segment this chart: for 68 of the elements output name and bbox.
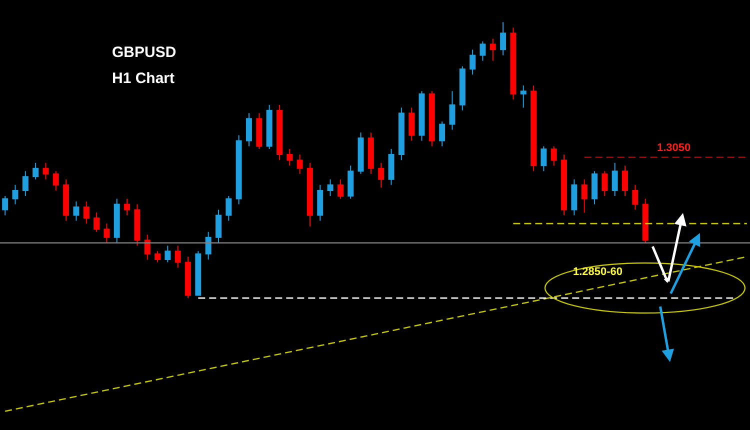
candlestick bbox=[32, 162, 39, 180]
candlestick bbox=[73, 200, 80, 222]
candlestick bbox=[246, 112, 252, 147]
candlestick bbox=[602, 170, 608, 196]
candlestick bbox=[480, 40, 486, 62]
candlestick bbox=[134, 204, 140, 246]
candlestick bbox=[388, 148, 394, 186]
candlestick bbox=[408, 107, 415, 142]
candlestick bbox=[185, 256, 191, 299]
candlestick bbox=[459, 66, 466, 111]
candlestick bbox=[276, 104, 282, 161]
candlestick bbox=[236, 134, 242, 205]
candlestick bbox=[12, 184, 18, 205]
candlestick bbox=[358, 132, 364, 174]
candlestick bbox=[286, 148, 293, 166]
candlestick bbox=[94, 212, 100, 232]
candlestick bbox=[266, 104, 272, 150]
candlestick bbox=[114, 198, 120, 244]
candlestick bbox=[571, 178, 578, 216]
candlestick bbox=[348, 165, 354, 200]
candlestick bbox=[612, 162, 618, 196]
candlestick bbox=[337, 178, 344, 200]
candlestick bbox=[306, 162, 313, 227]
candlestick bbox=[622, 165, 628, 196]
candlestick bbox=[52, 170, 59, 191]
candlestick bbox=[561, 154, 568, 216]
candlestick bbox=[368, 132, 374, 174]
candlestick bbox=[226, 195, 232, 222]
candlestick bbox=[530, 85, 537, 172]
candlestick bbox=[428, 90, 435, 147]
candlestick bbox=[439, 120, 446, 147]
candlestick bbox=[520, 85, 526, 108]
text: H1 Chart bbox=[112, 70, 175, 87]
candlestick bbox=[154, 250, 161, 263]
candlestick bbox=[470, 49, 476, 76]
candlestick bbox=[63, 178, 70, 222]
candlestick bbox=[195, 250, 202, 296]
candlestick bbox=[144, 234, 150, 260]
candlestick bbox=[592, 170, 598, 205]
candlestick bbox=[2, 195, 8, 216]
candlestick bbox=[378, 162, 384, 188]
candlestick bbox=[490, 38, 496, 62]
candlestick bbox=[124, 198, 130, 216]
candlestick bbox=[550, 146, 557, 166]
candlestick bbox=[540, 146, 547, 172]
candlestick bbox=[22, 170, 28, 196]
candlestick bbox=[256, 112, 262, 150]
candlestick bbox=[83, 200, 90, 224]
candlestick bbox=[296, 154, 303, 174]
candlestick bbox=[500, 22, 506, 56]
candlestick bbox=[449, 90, 456, 130]
candlestick bbox=[327, 178, 334, 196]
candlestick bbox=[205, 231, 212, 260]
candlestick bbox=[216, 209, 222, 244]
text: GBPUSD bbox=[112, 44, 176, 61]
candlestick bbox=[632, 184, 638, 210]
candlestick bbox=[418, 90, 425, 142]
annotation: 1.2850-60 bbox=[573, 266, 623, 278]
annotation: 1.3050 bbox=[657, 142, 691, 154]
candlestick bbox=[104, 223, 110, 244]
candlestick bbox=[398, 107, 404, 161]
candlestick bbox=[581, 178, 588, 214]
candlestick bbox=[510, 27, 516, 100]
candlestick bbox=[164, 245, 171, 263]
candlestick bbox=[42, 162, 49, 180]
candlestick bbox=[174, 245, 181, 268]
candlestick bbox=[642, 198, 648, 244]
candlestick bbox=[317, 184, 324, 222]
